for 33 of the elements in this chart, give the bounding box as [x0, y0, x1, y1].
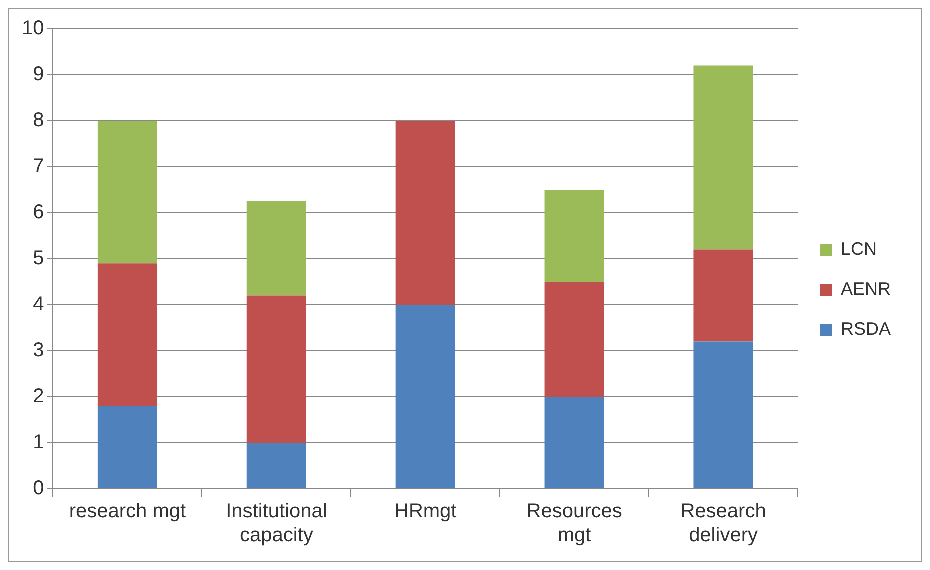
y-tick-label: 0 [33, 478, 44, 500]
legend-label: LCN [840, 238, 878, 259]
y-tick-label: 9 [33, 64, 44, 86]
bar [544, 190, 604, 282]
legend-label: RSDA [840, 318, 892, 339]
bar [694, 342, 754, 488]
legend-label: AENR [840, 278, 892, 299]
bar [98, 264, 158, 406]
y-tick-label: 1 [33, 432, 44, 454]
y-tick-label: 7 [33, 156, 44, 178]
bar [544, 282, 604, 397]
x-tick-label: Resources mgt [526, 500, 622, 547]
bar [544, 397, 604, 488]
bar [98, 406, 158, 488]
x-tick-label: research mgt [69, 500, 187, 523]
bar [396, 305, 456, 488]
bar [246, 443, 306, 488]
bar [694, 250, 754, 342]
y-tick-label: 2 [33, 386, 44, 408]
y-tick-label: 10 [22, 18, 44, 40]
y-tick-label: 6 [33, 202, 44, 224]
x-tick-label: Research delivery [680, 500, 766, 547]
x-tick-label: Institutional capacity [226, 500, 328, 547]
bar [396, 121, 456, 305]
y-tick-label: 8 [33, 110, 44, 132]
bar [694, 66, 754, 250]
y-tick-label: 3 [33, 340, 44, 362]
bar [246, 202, 306, 296]
bar [246, 296, 306, 443]
x-tick-label: HRmgt [394, 500, 458, 523]
bar [98, 121, 158, 264]
y-tick-label: 5 [33, 248, 44, 270]
y-tick-label: 4 [33, 294, 44, 316]
